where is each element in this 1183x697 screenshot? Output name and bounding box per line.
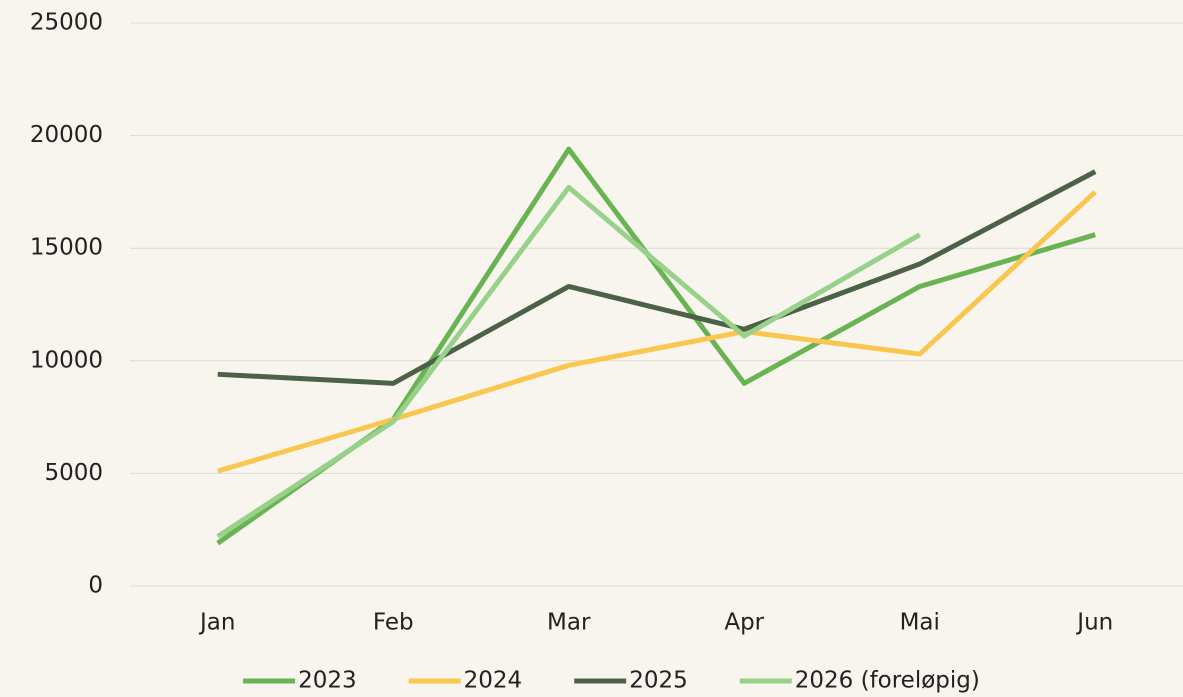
x-tick-label: Feb: [373, 610, 414, 636]
y-tick-label: 20000: [30, 122, 103, 148]
legend-label: 2023: [298, 668, 357, 694]
legend-label: 2026 (foreløpig): [795, 668, 980, 694]
x-tick-label: Jun: [1075, 610, 1113, 636]
y-tick-label: 5000: [44, 460, 103, 486]
y-tick-label: 15000: [30, 235, 103, 261]
y-tick-label: 25000: [30, 10, 103, 36]
legend-label: 2025: [629, 668, 688, 694]
x-tick-label: Jan: [198, 610, 235, 636]
series-line: [217, 169, 1097, 386]
series-line: [217, 190, 1097, 474]
y-tick-label: 10000: [30, 347, 103, 373]
legend-label: 2024: [464, 668, 523, 694]
x-tick-label: Mai: [900, 610, 940, 636]
series-line: [216, 184, 922, 539]
x-tick-label: Apr: [724, 610, 764, 636]
y-tick-label: 0: [88, 573, 103, 599]
x-tick-label: Mar: [547, 610, 591, 636]
